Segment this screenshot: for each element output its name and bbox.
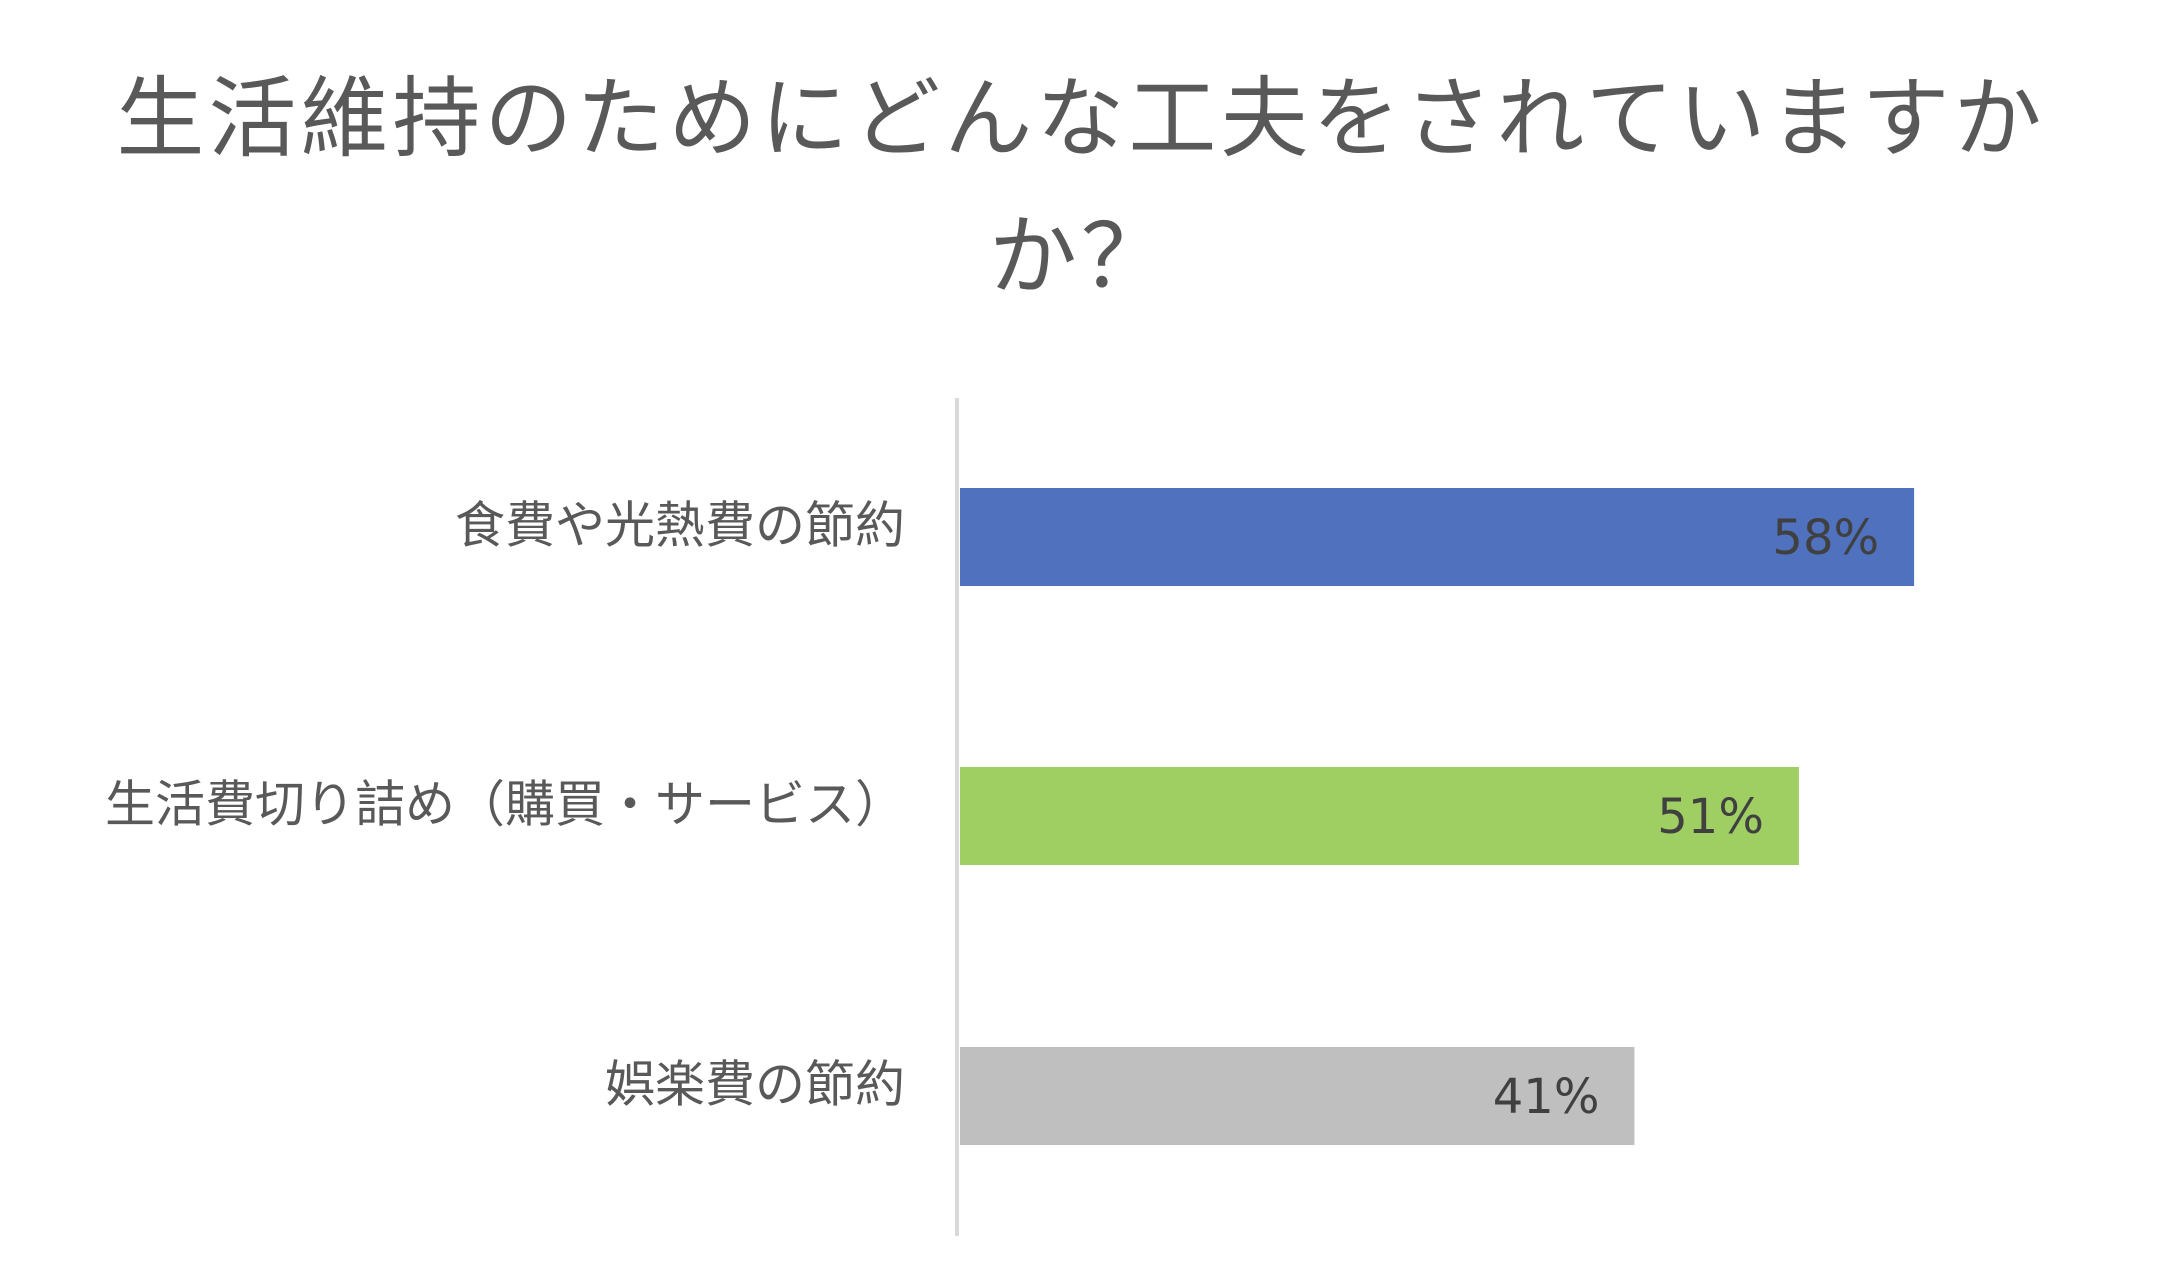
bar-1 (960, 488, 1915, 586)
category-label-3: 娯楽費の節約 (605, 1056, 905, 1114)
category-label-2: 生活費切り詰め（購買・サービス） (105, 776, 905, 834)
labels-layer: 食費や光熱費の節約 58% 生活費切り詰め（購買・サービス） 51% 娯楽費の節約 41% (105, 497, 1879, 1126)
chart-title-line-1: 生活維持のためにどんな工夫をされていますか (116, 67, 2046, 170)
value-label-3: 41% (1493, 1069, 1600, 1125)
category-label-1: 食費や光熱費の節約 (455, 497, 905, 555)
bar-2 (960, 767, 1799, 865)
value-label-1: 58% (1772, 510, 1879, 566)
bar-3 (960, 1047, 1635, 1145)
bars-layer (960, 488, 1915, 1145)
value-label-2: 51% (1657, 789, 1764, 845)
chart-title: 生活維持のためにどんな工夫をされていますか か？ (0, 50, 2162, 326)
chart-title-line-2: か？ (988, 205, 1173, 308)
